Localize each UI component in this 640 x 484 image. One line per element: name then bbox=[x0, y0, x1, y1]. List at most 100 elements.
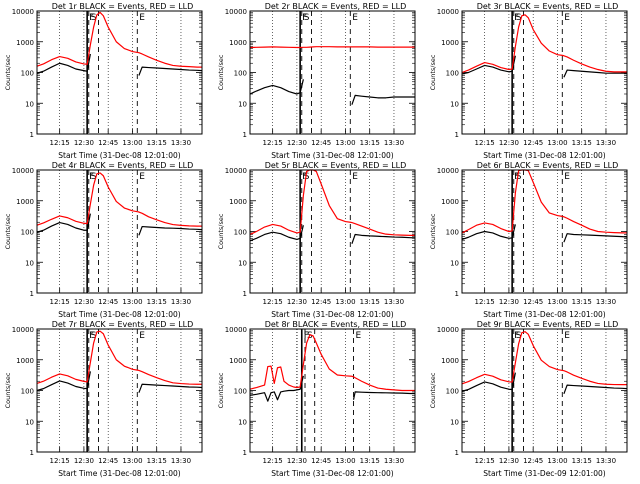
y-tick-label: 1000 bbox=[229, 357, 247, 365]
marker-label: F bbox=[302, 13, 307, 23]
y-axis-label: Counts/sec bbox=[4, 54, 12, 90]
detector-panel-8: Det 8r BLACK = Events, RED = LLD Start Ti… bbox=[217, 320, 416, 478]
events-series-line bbox=[36, 213, 203, 236]
lld-series-line bbox=[249, 334, 415, 392]
y-tick-label: 100 bbox=[234, 229, 247, 237]
y-tick-label: 10000 bbox=[225, 167, 247, 175]
y-tick-label: 10 bbox=[450, 418, 459, 426]
x-tick-label: 12:30 bbox=[74, 298, 94, 306]
y-tick-label: 10 bbox=[450, 259, 459, 267]
y-tick-label: 10 bbox=[238, 418, 247, 426]
x-tick-label: 12:15 bbox=[475, 298, 495, 306]
panel-title: Det 1r BLACK = Events, RED = LLD bbox=[52, 2, 194, 11]
y-tick-label: 10000 bbox=[12, 326, 34, 334]
y-axis-label: Counts/sec bbox=[217, 54, 225, 90]
x-tick-label: 12:30 bbox=[499, 457, 519, 465]
y-axis-label: Counts/sec bbox=[4, 213, 12, 249]
events-series-line bbox=[36, 53, 203, 76]
panel-title: Det 2r BLACK = Events, RED = LLD bbox=[265, 2, 407, 11]
marker-label: E bbox=[564, 13, 570, 23]
detector-panel-6: Det 6r BLACK = Events, RED = LLD Start Ti… bbox=[429, 161, 628, 319]
detector-panel-5: Det 5r BLACK = Events, RED = LLD Start Ti… bbox=[217, 161, 416, 319]
detector-panel-1: Det 1r BLACK = Events, RED = LLD Start Ti… bbox=[4, 2, 203, 160]
lld-series-line bbox=[461, 169, 627, 234]
y-tick-label: 10 bbox=[25, 100, 34, 108]
marker-label: F bbox=[304, 331, 309, 341]
marker-label: E bbox=[564, 331, 570, 341]
marker-label: E bbox=[356, 331, 362, 341]
y-tick-label: 10 bbox=[25, 259, 34, 267]
detector-panel-4: Det 4r BLACK = Events, RED = LLD Start Ti… bbox=[4, 161, 203, 319]
y-tick-label: 1000 bbox=[229, 39, 247, 47]
marker-label: E bbox=[139, 172, 145, 182]
x-tick-label: 13:15 bbox=[360, 139, 380, 147]
x-tick-label: 12:30 bbox=[287, 139, 307, 147]
marker-label: E bbox=[139, 331, 145, 341]
marker-label: F bbox=[89, 13, 94, 23]
y-axis-label: Counts/sec bbox=[429, 54, 437, 90]
y-tick-label: 100 bbox=[446, 70, 459, 78]
marker-label: F bbox=[89, 172, 94, 182]
x-tick-label: 13:15 bbox=[572, 457, 592, 465]
x-tick-label: 12:30 bbox=[287, 298, 307, 306]
events-series-line bbox=[249, 79, 415, 105]
marker-label: F bbox=[89, 331, 94, 341]
y-tick-label: 100 bbox=[234, 70, 247, 78]
y-tick-label: 10000 bbox=[225, 326, 247, 334]
x-tick-label: 12:30 bbox=[499, 298, 519, 306]
x-axis-label: Start Time (31-Dec-08 12:01:00) bbox=[58, 310, 180, 319]
y-tick-label: 10000 bbox=[12, 8, 34, 16]
panel-title: Det 6r BLACK = Events, RED = LLD bbox=[477, 161, 619, 170]
y-tick-label: 100 bbox=[21, 229, 34, 237]
x-tick-label: 12:15 bbox=[50, 457, 70, 465]
marker-label: S bbox=[91, 13, 97, 23]
x-tick-label: 13:00 bbox=[335, 139, 355, 147]
y-tick-label: 100 bbox=[234, 388, 247, 396]
y-axis-label: Counts/sec bbox=[429, 213, 437, 249]
x-tick-label: 12:15 bbox=[50, 139, 70, 147]
x-tick-label: 13:00 bbox=[335, 298, 355, 306]
x-tick-label: 13:30 bbox=[384, 457, 404, 465]
panel-title: Det 4r BLACK = Events, RED = LLD bbox=[52, 161, 194, 170]
plot-frame bbox=[249, 328, 416, 453]
x-tick-label: 12:45 bbox=[311, 298, 331, 306]
x-tick-label: 13:30 bbox=[596, 298, 616, 306]
y-tick-label: 1000 bbox=[441, 357, 459, 365]
events-series-line bbox=[461, 372, 628, 395]
x-tick-label: 13:15 bbox=[147, 298, 167, 306]
marker-label: S bbox=[516, 331, 522, 341]
x-tick-label: 13:15 bbox=[147, 139, 167, 147]
x-tick-label: 12:30 bbox=[74, 457, 94, 465]
lld-series-line bbox=[249, 169, 415, 236]
events-series-line bbox=[36, 371, 203, 393]
y-tick-label: 10 bbox=[450, 100, 459, 108]
x-tick-label: 12:45 bbox=[523, 298, 543, 306]
y-tick-label: 100 bbox=[446, 388, 459, 396]
x-tick-label: 12:15 bbox=[475, 457, 495, 465]
marker-label: S bbox=[91, 331, 97, 341]
x-tick-label: 12:15 bbox=[50, 298, 70, 306]
y-tick-label: 1 bbox=[455, 131, 459, 139]
x-tick-label: 12:45 bbox=[523, 457, 543, 465]
y-tick-label: 1 bbox=[243, 290, 247, 298]
marker-label: F bbox=[514, 331, 519, 341]
x-tick-label: 12:45 bbox=[311, 139, 331, 147]
x-tick-label: 13:30 bbox=[171, 139, 191, 147]
y-tick-label: 10 bbox=[25, 418, 34, 426]
x-tick-label: 12:45 bbox=[98, 298, 118, 306]
plot-frame bbox=[461, 169, 628, 294]
y-axis-label: Counts/sec bbox=[217, 372, 225, 408]
y-tick-label: 10 bbox=[238, 259, 247, 267]
x-tick-label: 13:00 bbox=[547, 139, 567, 147]
lld-series-line bbox=[249, 46, 415, 49]
events-series-line bbox=[461, 55, 627, 78]
x-tick-label: 13:30 bbox=[384, 139, 404, 147]
y-tick-label: 1 bbox=[455, 290, 459, 298]
lld-series-line bbox=[36, 11, 202, 68]
x-tick-label: 13:15 bbox=[147, 457, 167, 465]
plot-frame bbox=[36, 328, 203, 453]
y-tick-label: 1 bbox=[30, 290, 34, 298]
plot-frame bbox=[249, 10, 416, 135]
y-tick-label: 100 bbox=[21, 70, 34, 78]
